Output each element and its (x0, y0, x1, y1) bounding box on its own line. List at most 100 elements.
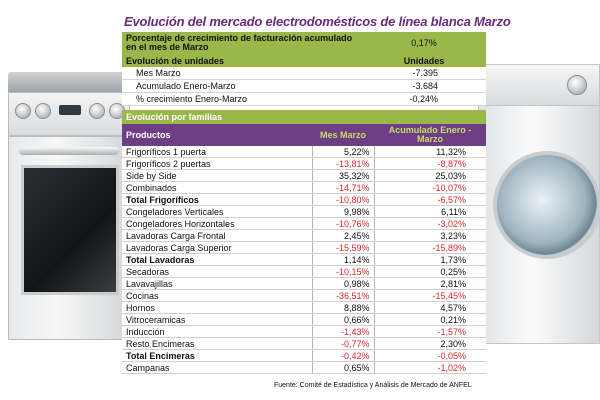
table-row: Frigoríficos 2 puertas -13,81% -8,87% (122, 157, 486, 170)
month-value-cell: -36,51% (311, 289, 374, 302)
table-row: Vitroceramicas 0,66% 0,21% (122, 313, 486, 326)
month-value-cell: -10,76% (311, 217, 374, 230)
growth-label: Porcentaje de crecimiento de facturación… (126, 33, 353, 52)
accumulated-value-cell: 4,57% (373, 301, 486, 314)
month-value-cell: 9,98% (311, 205, 374, 218)
page-title: Evolución del mercado electrodomésticos … (124, 14, 511, 29)
table-row: Congeladores Horizontales -10,76% -3,02% (122, 217, 486, 230)
families-table: Productos Mes Marzo Acumulado Enero - Ma… (122, 124, 486, 374)
accumulated-value-cell: -15,89% (373, 241, 486, 254)
table-row: Lavavajillas 0,98% 2,81% (122, 277, 486, 290)
washer-door (493, 151, 600, 259)
accumulated-value-cell: -1,57% (373, 325, 486, 338)
table-row: Resto Encimeras -0,77% 2,30% (122, 337, 486, 350)
month-value-cell: -10,80% (311, 193, 374, 206)
table-row: Cocinas -36,51% -15,45% (122, 289, 486, 302)
month-value-cell: -13,81% (311, 157, 374, 170)
table-row: Combinados -14,71% -10,07% (122, 181, 486, 194)
oven-control-panel (8, 92, 130, 136)
units-header-row: Evolución de unidades Unidades (122, 54, 486, 67)
accumulated-value-cell: -6,57% (373, 193, 486, 206)
table-row: Lavadoras Carga Superior -15,59% -15,89% (122, 241, 486, 254)
oven-knob (89, 103, 105, 119)
accumulated-value-cell: -10,07% (373, 181, 486, 194)
table-row: Secadoras -10,15% 0,25% (122, 265, 486, 278)
table-row: Campanas 0,65% -1,02% (122, 361, 486, 374)
washer-knob (567, 75, 587, 95)
washer-control-panel (479, 65, 599, 106)
product-cell: Frigoríficos 1 puerta (122, 146, 312, 158)
month-value-cell: -10,15% (311, 265, 374, 278)
product-cell: Total Frigoríficos (122, 193, 312, 206)
month-value-cell: 2,45% (311, 229, 374, 242)
month-value-cell: -0,77% (311, 337, 374, 350)
month-value-cell: -14,71% (311, 181, 374, 194)
product-cell: Total Lavadoras (122, 253, 312, 266)
summary-row-value: -0,24% (362, 92, 486, 106)
month-value-cell: -1,43% (311, 325, 374, 338)
oven-illustration (8, 72, 130, 340)
table-row: Frigoríficos 1 puerta 5,22% 11,32% (122, 146, 486, 158)
accumulated-value-cell: 6,11% (373, 205, 486, 218)
product-cell: Resto Encimeras (122, 337, 312, 350)
units-label: Evolución de unidades (126, 55, 225, 66)
product-cell: Lavadoras Carga Frontal (122, 229, 312, 242)
oven-door (8, 136, 130, 340)
product-cell: Total Encimeras (122, 349, 312, 362)
summary-row: Mes Marzo -7.395 (122, 67, 486, 80)
summary-row: % crecimiento Enero-Marzo -0,24% (122, 92, 486, 106)
product-cell: Secadoras (122, 265, 312, 278)
summary-row-label: Acumulado Enero-Marzo (122, 79, 362, 93)
product-cell: Congeladores Horizontales (122, 217, 312, 230)
families-column-headers: Productos Mes Marzo Acumulado Enero - Ma… (122, 124, 486, 146)
accumulated-value-cell: 2,30% (373, 337, 486, 350)
growth-row: Porcentaje de crecimiento de facturación… (122, 32, 486, 54)
column-header-accumulated: Acumulado Enero - Marzo (388, 125, 472, 144)
table-row: Hornos 8,88% 4,57% (122, 301, 486, 314)
summary-row-value: -3.684 (362, 79, 486, 93)
oven-knob (15, 103, 31, 119)
families-table-body: Frigoríficos 1 puerta 5,22% 11,32% Frigoríf… (122, 146, 486, 374)
table-row: Inducción -1,43% -1,57% (122, 325, 486, 338)
oven-window (21, 165, 119, 295)
table-row: Total Frigoríficos -10,80% -6,57% (122, 193, 486, 206)
product-cell: Hornos (122, 301, 312, 314)
accumulated-value-cell: -1,02% (373, 361, 486, 374)
table-row: Lavadoras Carga Frontal 2,45% 3,23% (122, 229, 486, 242)
summary-row-label: % crecimiento Enero-Marzo (122, 92, 362, 106)
column-header-month: Mes Marzo (319, 129, 366, 140)
oven-knob (35, 103, 51, 119)
accumulated-value-cell: -15,45% (373, 289, 486, 302)
month-value-cell: 5,22% (311, 146, 374, 158)
product-cell: Campanas (122, 361, 312, 374)
product-cell: Side by Side (122, 169, 312, 182)
month-value-cell: 0,98% (311, 277, 374, 290)
oven-handle (19, 147, 119, 155)
summary-row-label: Mes Marzo (122, 67, 362, 80)
product-cell: Lavavajillas (122, 277, 312, 290)
families-heading: Evolución por familias (122, 110, 486, 124)
table-row: Total Lavadoras 1,14% 1,73% (122, 253, 486, 266)
month-value-cell: 0,66% (311, 313, 374, 326)
accumulated-value-cell: 2,81% (373, 277, 486, 290)
washing-machine-illustration (478, 64, 600, 344)
units-column-header: Unidades (403, 55, 445, 66)
product-cell: Inducción (122, 325, 312, 338)
product-cell: Combinados (122, 181, 312, 194)
table-row: Total Encimeras -0,42% -0,05% (122, 349, 486, 362)
month-value-cell: 0,65% (311, 361, 374, 374)
product-cell: Frigoríficos 2 puertas (122, 157, 312, 170)
accumulated-value-cell: 25,03% (373, 169, 486, 182)
product-cell: Lavadoras Carga Superior (122, 241, 312, 254)
accumulated-value-cell: 1,73% (373, 253, 486, 266)
stats-panel: Porcentaje de crecimiento de facturación… (122, 32, 486, 374)
accumulated-value-cell: 3,23% (373, 229, 486, 242)
month-value-cell: -0,42% (311, 349, 374, 362)
accumulated-value-cell: -3,02% (373, 217, 486, 230)
oven-display (59, 105, 81, 115)
source-note: Fuente: Comité de Estadística y Análisis… (274, 382, 472, 389)
summary-row: Acumulado Enero-Marzo -3.684 (122, 79, 486, 93)
oven-cooktop (8, 72, 130, 92)
accumulated-value-cell: -8,87% (373, 157, 486, 170)
summary-table: Porcentaje de crecimiento de facturación… (122, 32, 486, 106)
